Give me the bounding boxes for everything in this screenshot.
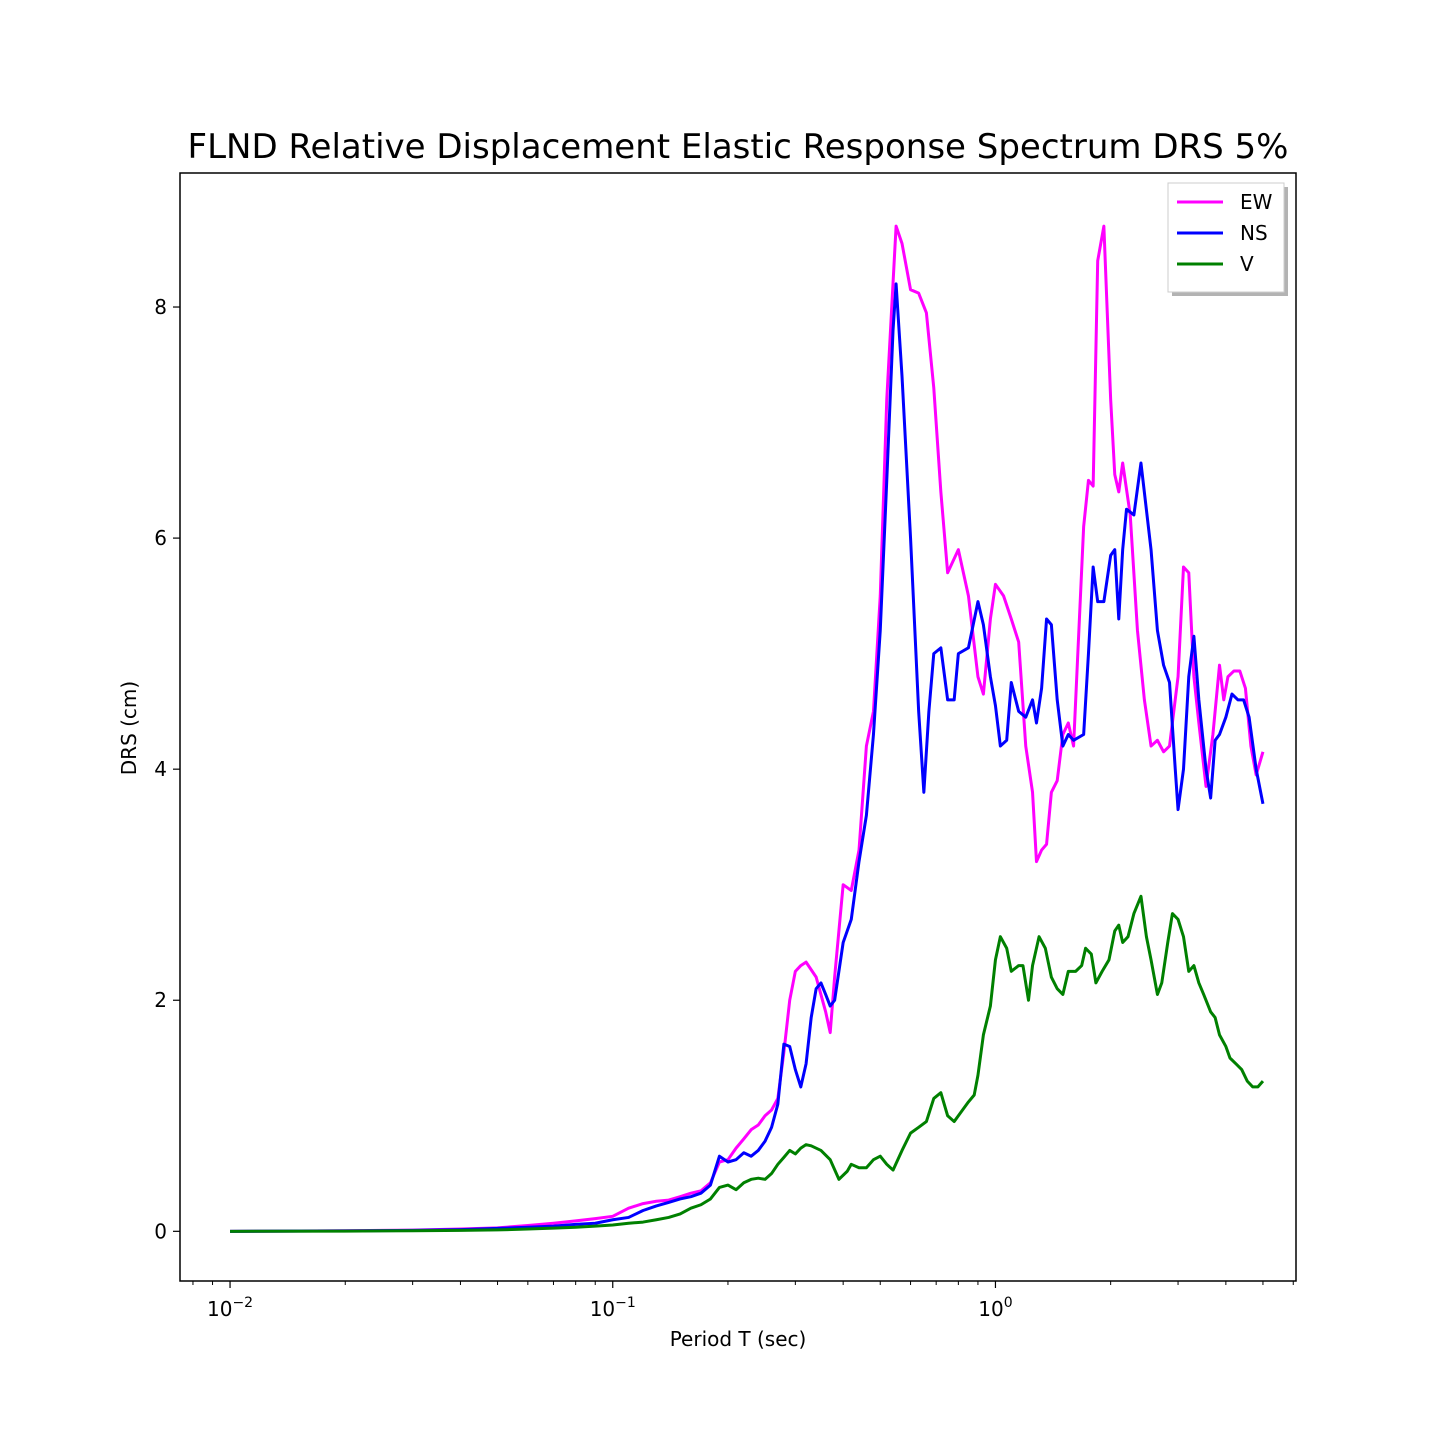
chart-title: FLND Relative Displacement Elastic Respo… <box>188 127 1289 167</box>
legend-label-ns: NS <box>1240 221 1268 245</box>
legend-label-ew: EW <box>1240 190 1273 214</box>
series-line-v <box>230 894 1265 1233</box>
x-tick-label: 100 <box>978 1295 1012 1321</box>
y-axis: 0 2 4 6 8 <box>154 295 180 1243</box>
x-tick-label: 10−2 <box>207 1295 253 1321</box>
series-line-ew <box>230 224 1265 1233</box>
y-tick-label: 8 <box>154 295 167 319</box>
series-line-ns <box>230 282 1265 1233</box>
y-axis-label: DRS (cm) <box>117 681 141 775</box>
x-axis-label: Period T (sec) <box>670 1327 807 1351</box>
x-axis: 10−2 10−1 100 <box>192 1281 1294 1321</box>
legend-label-v: V <box>1240 252 1254 276</box>
y-tick-label: 2 <box>154 988 167 1012</box>
y-tick-label: 0 <box>154 1219 167 1243</box>
legend: EW NS V <box>1167 182 1288 296</box>
y-tick-label: 6 <box>154 526 167 550</box>
x-tick-label: 10−1 <box>590 1295 636 1321</box>
axes-frame <box>179 172 1297 1282</box>
plot-area <box>230 224 1265 1233</box>
y-tick-label: 4 <box>154 757 167 781</box>
